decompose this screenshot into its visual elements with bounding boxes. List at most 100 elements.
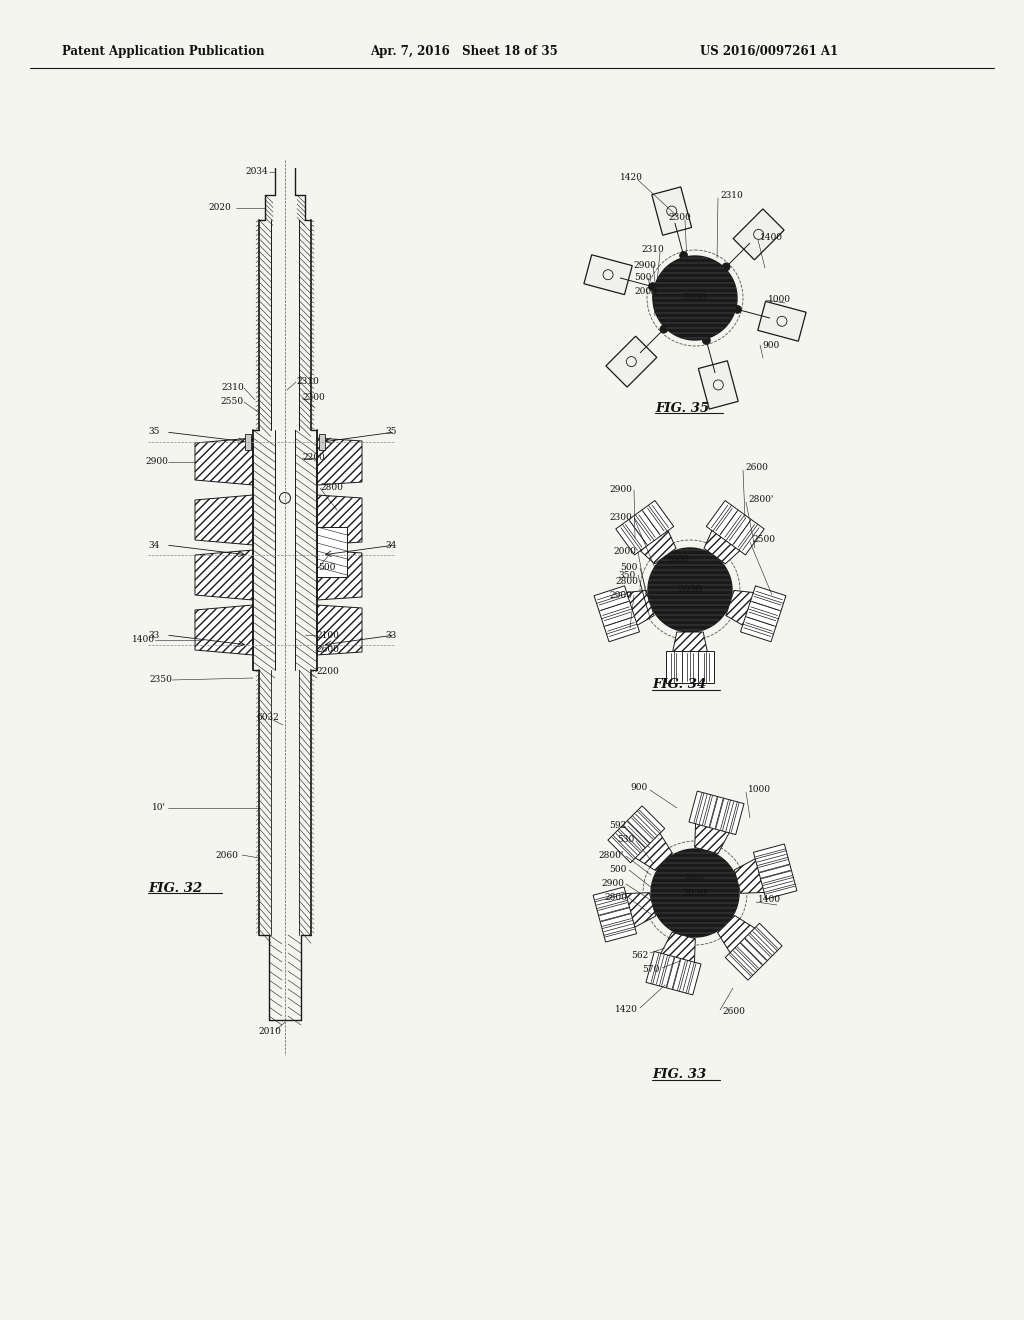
Text: US 2016/0097261 A1: US 2016/0097261 A1: [700, 45, 838, 58]
Polygon shape: [635, 833, 673, 870]
Polygon shape: [698, 360, 738, 409]
Text: 2350: 2350: [150, 676, 172, 685]
Text: 1400: 1400: [758, 895, 781, 904]
Polygon shape: [707, 500, 764, 554]
Polygon shape: [646, 952, 701, 995]
Text: 2550: 2550: [221, 397, 244, 407]
Text: 2900: 2900: [601, 879, 624, 887]
Polygon shape: [195, 495, 253, 545]
Text: FIG. 34: FIG. 34: [652, 678, 707, 692]
Text: 2600: 2600: [316, 645, 339, 655]
Text: 2300: 2300: [609, 513, 632, 523]
Polygon shape: [734, 858, 765, 894]
Text: 2060: 2060: [215, 850, 238, 859]
Polygon shape: [694, 822, 729, 854]
Text: FIG. 35: FIG. 35: [655, 401, 710, 414]
Polygon shape: [593, 887, 637, 942]
Text: 1000: 1000: [768, 296, 791, 305]
Text: 2310: 2310: [221, 384, 244, 392]
Text: 1400: 1400: [760, 234, 783, 243]
Text: 530: 530: [616, 836, 634, 845]
Text: Patent Application Publication: Patent Application Publication: [62, 45, 264, 58]
Text: 10': 10': [152, 804, 166, 813]
Text: 2000: 2000: [634, 288, 656, 297]
Polygon shape: [317, 438, 362, 484]
Text: 6032: 6032: [256, 714, 279, 722]
Text: 2030: 2030: [683, 293, 708, 302]
Text: 900: 900: [631, 784, 648, 792]
Text: 2600: 2600: [722, 1007, 744, 1016]
Bar: [317, 527, 347, 577]
Text: 592: 592: [608, 821, 626, 829]
Text: 2800: 2800: [604, 892, 627, 902]
Polygon shape: [195, 438, 253, 484]
Text: 2900: 2900: [633, 260, 656, 269]
Text: 1000: 1000: [748, 785, 771, 795]
Polygon shape: [606, 337, 656, 387]
Text: 2300: 2300: [668, 214, 691, 223]
Text: 35: 35: [385, 428, 396, 437]
Polygon shape: [317, 605, 362, 655]
Text: 500: 500: [621, 564, 638, 573]
Text: 2000: 2000: [613, 548, 636, 557]
Polygon shape: [733, 209, 784, 260]
Circle shape: [680, 252, 687, 260]
Polygon shape: [594, 586, 639, 642]
Text: 900: 900: [762, 341, 779, 350]
Polygon shape: [317, 495, 362, 545]
Polygon shape: [615, 500, 674, 554]
Text: 2030: 2030: [678, 586, 702, 594]
Text: 2034: 2034: [245, 168, 267, 177]
Polygon shape: [625, 892, 655, 928]
Circle shape: [666, 566, 714, 614]
Text: 35: 35: [148, 428, 160, 437]
Text: FIG. 32: FIG. 32: [148, 882, 203, 895]
Circle shape: [669, 867, 721, 919]
Text: 2900: 2900: [609, 590, 632, 599]
Text: 1420: 1420: [615, 1006, 638, 1015]
Circle shape: [673, 276, 717, 319]
Text: 500: 500: [634, 273, 651, 282]
Text: 2800': 2800': [599, 850, 624, 859]
Text: 2300: 2300: [302, 393, 325, 403]
Text: 2100: 2100: [316, 631, 339, 639]
Circle shape: [651, 849, 739, 937]
Polygon shape: [195, 550, 253, 601]
Polygon shape: [652, 187, 691, 235]
Text: 2310: 2310: [641, 246, 664, 255]
Polygon shape: [639, 529, 676, 564]
Polygon shape: [740, 586, 786, 642]
Circle shape: [722, 263, 730, 271]
Polygon shape: [584, 255, 632, 294]
Text: 2200: 2200: [302, 454, 325, 462]
Text: 2200: 2200: [316, 668, 339, 676]
Polygon shape: [689, 791, 744, 834]
Polygon shape: [705, 529, 741, 564]
Polygon shape: [754, 843, 797, 899]
Text: 2800': 2800': [748, 495, 773, 504]
Text: 2310: 2310: [296, 378, 318, 387]
Text: FIG. 33: FIG. 33: [652, 1068, 707, 1081]
Text: Apr. 7, 2016   Sheet 18 of 35: Apr. 7, 2016 Sheet 18 of 35: [370, 45, 558, 58]
Circle shape: [648, 548, 732, 632]
Text: 34: 34: [385, 540, 396, 549]
Text: 2600: 2600: [745, 463, 768, 473]
Polygon shape: [195, 605, 253, 655]
Polygon shape: [726, 590, 756, 626]
Text: 350: 350: [618, 570, 636, 579]
Polygon shape: [660, 932, 695, 964]
Text: 2500: 2500: [752, 536, 775, 544]
Text: 1400: 1400: [132, 635, 155, 644]
Polygon shape: [718, 916, 756, 953]
Text: 2800: 2800: [319, 483, 343, 492]
Text: 33: 33: [148, 631, 160, 639]
Text: 1420: 1420: [620, 173, 643, 182]
Polygon shape: [725, 923, 782, 981]
Polygon shape: [666, 651, 714, 682]
Polygon shape: [317, 550, 362, 601]
Text: 2020: 2020: [208, 203, 230, 213]
Polygon shape: [758, 301, 806, 341]
Text: 2900: 2900: [609, 486, 632, 495]
Text: 2200: 2200: [684, 873, 706, 880]
Circle shape: [653, 256, 737, 341]
